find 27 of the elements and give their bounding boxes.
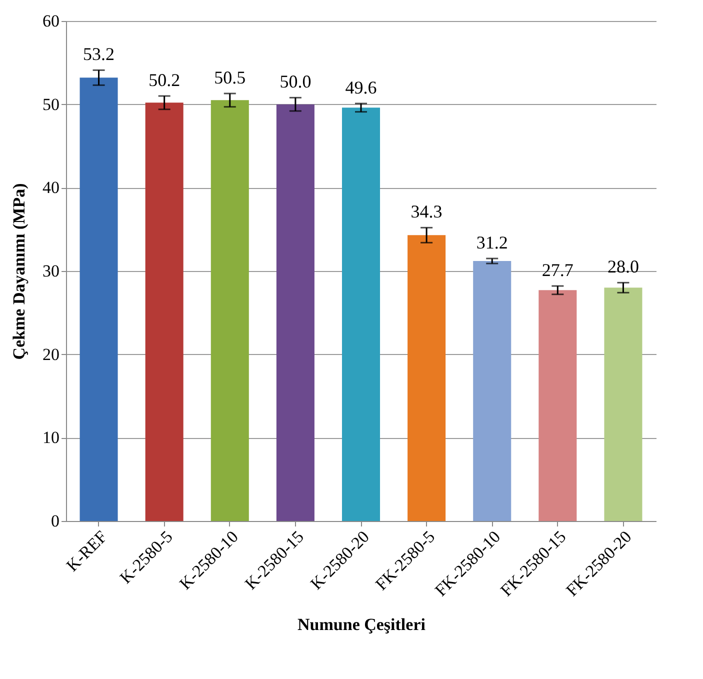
bar	[408, 235, 446, 521]
y-tick-label: 0	[51, 512, 60, 530]
data-label: 28.0	[607, 256, 639, 277]
y-tick-label: 30	[42, 262, 60, 280]
data-label: 50.5	[214, 68, 246, 88]
y-tick-label: 60	[42, 12, 60, 30]
bar	[342, 108, 380, 521]
bar	[210, 100, 249, 521]
bar	[80, 78, 118, 521]
data-label: 50.2	[148, 70, 180, 90]
bar	[276, 104, 314, 521]
bar	[473, 261, 512, 521]
y-tick-label: 20	[42, 344, 60, 364]
data-label: 31.2	[476, 232, 508, 252]
y-tick-label: 40	[42, 178, 60, 198]
bar	[538, 290, 577, 521]
data-label: 53.2	[83, 44, 115, 64]
bar	[604, 288, 642, 521]
data-label: 27.7	[542, 260, 574, 280]
data-label: 49.6	[345, 78, 377, 98]
bar	[145, 102, 184, 521]
data-label: 34.3	[410, 202, 442, 222]
y-tick-label: 10	[42, 428, 60, 448]
y-tick-label: 50	[42, 94, 60, 114]
data-label: 50.0	[280, 72, 312, 92]
y-axis-title: Çekme Dayanımı (MPa)	[10, 183, 28, 360]
x-axis-title: Numune Çeşitleri	[298, 615, 426, 634]
